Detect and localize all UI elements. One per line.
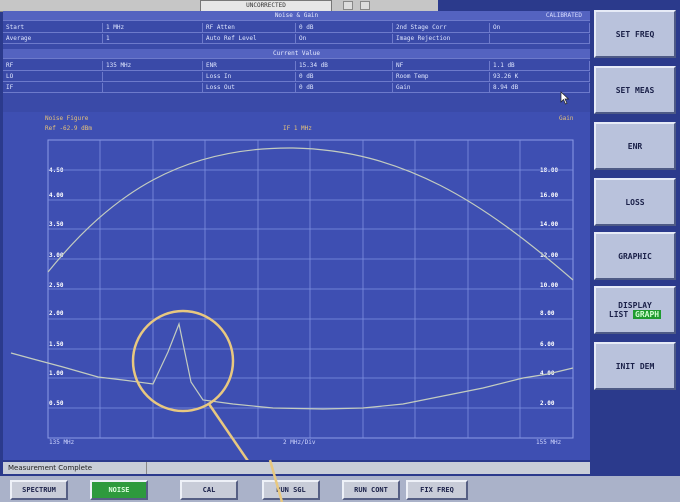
y-left-tick: 3.00 xyxy=(49,252,64,259)
y-right-tick: 2.00 xyxy=(540,400,555,407)
y-left-tick: 1.00 xyxy=(49,370,64,377)
cell-label: IF xyxy=(3,83,103,93)
spectrum-button[interactable]: SPECTRUM xyxy=(10,480,68,500)
cell-label: Gain xyxy=(393,83,490,93)
x-stop-label: 155 MHz xyxy=(536,439,562,446)
cell-value: 15.34 dB xyxy=(296,61,393,71)
set-freq-button[interactable]: SET FREQ xyxy=(594,10,676,58)
y-left-tick: 4.00 xyxy=(49,192,64,199)
noise-button[interactable]: NOISE xyxy=(90,480,148,500)
display-list-option: LIST xyxy=(608,310,629,319)
cell-value xyxy=(103,72,203,82)
annotation-leader xyxy=(207,403,249,460)
cell-value: On xyxy=(490,23,590,33)
y-right-tick: 4.00 xyxy=(540,370,555,377)
run-sgl-button[interactable]: RUN SGL xyxy=(262,480,320,500)
status-message: Measurement Complete xyxy=(8,464,93,472)
trace2-label: Gain xyxy=(559,115,574,122)
reference-level: Ref -62.9 dBm xyxy=(45,125,92,132)
y-right-tick: 10.00 xyxy=(540,282,559,289)
cell-label: Room Temp xyxy=(393,72,490,82)
bandwidth-label: IF 1 MHz xyxy=(283,125,312,132)
graph-panel: Noise Figure Gain Ref -62.9 dBm IF 1 MHz… xyxy=(3,112,590,460)
cell-value: 1.1 dB xyxy=(490,61,590,71)
noise-figure-trace xyxy=(10,321,574,410)
y-right-tick: 14.00 xyxy=(540,221,559,228)
graph-svg xyxy=(10,139,574,460)
y-right-tick: 12.00 xyxy=(540,252,559,259)
y-left-tick: 1.50 xyxy=(49,341,64,348)
cell-value: On xyxy=(296,34,393,44)
cal-button[interactable]: CAL xyxy=(180,480,238,500)
dialog-box-icon xyxy=(343,1,353,10)
trace1-label: Noise Figure xyxy=(45,115,89,122)
cell-label: Average xyxy=(3,34,103,44)
annotation-circle xyxy=(131,309,235,413)
cell-value: 8.94 dB xyxy=(490,83,590,93)
status-bar: Measurement Complete xyxy=(3,462,590,474)
loss-button[interactable]: LOSS xyxy=(594,178,676,226)
y-right-tick: 8.00 xyxy=(540,310,555,317)
status-divider xyxy=(146,462,147,474)
cell-label: ENR xyxy=(203,61,296,71)
y-left-tick: 0.50 xyxy=(49,400,64,407)
grid-lines xyxy=(48,140,573,438)
cell-value: 93.26 K xyxy=(490,72,590,82)
cell-label: LO xyxy=(3,72,103,82)
x-scale-label: 2 MHz/Div xyxy=(283,439,316,446)
cell-value: 135 MHz xyxy=(103,61,203,71)
cell-label: RF xyxy=(3,61,103,71)
x-start-label: 135 MHz xyxy=(49,439,75,446)
y-right-tick: 16.00 xyxy=(540,192,559,199)
display-key-title: DISPLAY xyxy=(618,301,652,310)
cell-value xyxy=(490,34,590,44)
cell-value: 0 dB xyxy=(296,23,393,33)
cell-label: 2nd Stage Corr xyxy=(393,23,490,33)
mouse-pointer-icon xyxy=(560,91,570,105)
cell-label: Auto Ref Level xyxy=(203,34,296,44)
cell-label: RF Atten xyxy=(203,23,296,33)
y-left-tick: 3.50 xyxy=(49,221,64,228)
cell-label: Loss Out xyxy=(203,83,296,93)
table-band: Current Value xyxy=(3,49,590,59)
y-right-tick: 6.00 xyxy=(540,341,555,348)
y-left-tick: 2.00 xyxy=(49,310,64,317)
display-button[interactable]: DISPLAY LIST GRAPH xyxy=(594,286,676,334)
y-left-tick: 4.50 xyxy=(49,167,64,174)
cell-value xyxy=(103,83,203,93)
run-cont-button[interactable]: RUN CONT xyxy=(342,480,400,500)
settings-table: Noise & Gain CALIBRATED Start 1 MHz RF A… xyxy=(3,11,590,112)
table-band: Noise & Gain xyxy=(3,11,590,21)
calibrated-indicator: CALIBRATED xyxy=(545,12,582,19)
fix-freq-button[interactable]: FIX FREQ xyxy=(406,480,468,500)
cell-label: NF xyxy=(393,61,490,71)
gain-trace xyxy=(47,147,574,281)
enr-button[interactable]: ENR xyxy=(594,122,676,170)
cell-value: 1 xyxy=(103,34,203,44)
cell-value: 0 dB xyxy=(296,83,393,93)
dialog-box-icon xyxy=(360,1,370,10)
y-right-tick: 18.00 xyxy=(540,167,559,174)
set-meas-button[interactable]: SET MEAS xyxy=(594,66,676,114)
init-dem-button[interactable]: INIT DEM xyxy=(594,342,676,390)
display-graph-option: GRAPH xyxy=(633,310,662,319)
cell-label: Loss In xyxy=(203,72,296,82)
cell-label: Image Rejection xyxy=(393,34,490,44)
cell-value: 0 dB xyxy=(296,72,393,82)
cell-value: 1 MHz xyxy=(103,23,203,33)
graphic-button[interactable]: GRAPHIC xyxy=(594,232,676,280)
cell-label: Start xyxy=(3,23,103,33)
y-left-tick: 2.50 xyxy=(49,282,64,289)
